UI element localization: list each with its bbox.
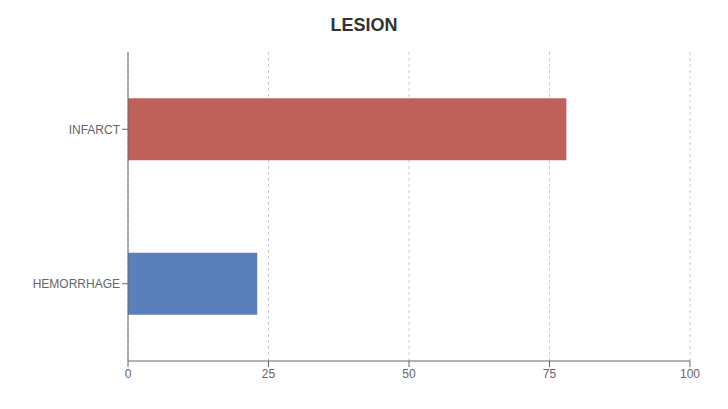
svg-text:INFARCT: INFARCT xyxy=(69,123,121,137)
svg-text:50: 50 xyxy=(402,367,416,381)
svg-text:75: 75 xyxy=(543,367,557,381)
svg-text:25: 25 xyxy=(262,367,276,381)
html-text:LESION: LESION xyxy=(330,15,398,35)
svg-text:100: 100 xyxy=(680,367,700,381)
svg-text:HEMORRHAGE: HEMORRHAGE xyxy=(33,277,120,291)
svg-text:0: 0 xyxy=(125,367,132,381)
